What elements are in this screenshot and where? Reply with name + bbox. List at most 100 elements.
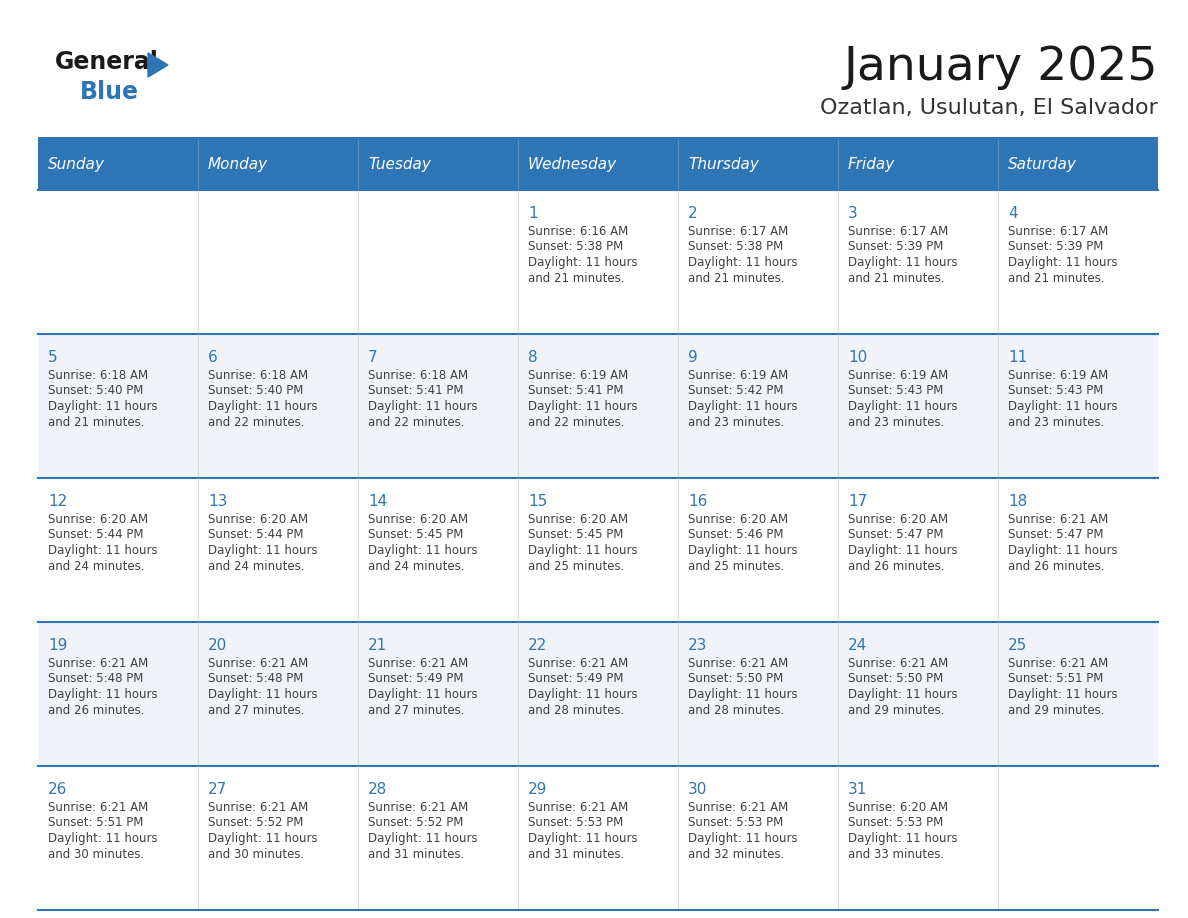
Text: 5: 5 [48,350,58,365]
Text: Daylight: 11 hours: Daylight: 11 hours [48,544,158,557]
Text: Sunrise: 6:21 AM: Sunrise: 6:21 AM [48,657,148,670]
Text: Sunset: 5:45 PM: Sunset: 5:45 PM [527,529,624,542]
Text: Saturday: Saturday [1007,158,1076,173]
Text: and 21 minutes.: and 21 minutes. [848,272,944,285]
Bar [38,622,1158,766]
Text: Sunrise: 6:21 AM: Sunrise: 6:21 AM [48,801,148,814]
Text: Sunrise: 6:20 AM: Sunrise: 6:20 AM [848,513,948,526]
Text: 6: 6 [208,350,217,365]
Text: Sunrise: 6:21 AM: Sunrise: 6:21 AM [1007,657,1108,670]
Text: and 29 minutes.: and 29 minutes. [1007,703,1105,717]
Text: 14: 14 [368,494,387,509]
Text: Sunrise: 6:20 AM: Sunrise: 6:20 AM [368,513,468,526]
Text: and 25 minutes.: and 25 minutes. [527,559,625,573]
Text: and 24 minutes.: and 24 minutes. [48,559,145,573]
Text: Sunrise: 6:21 AM: Sunrise: 6:21 AM [527,657,628,670]
Text: Sunset: 5:39 PM: Sunset: 5:39 PM [1007,241,1104,253]
Text: Daylight: 11 hours: Daylight: 11 hours [688,544,797,557]
Text: and 23 minutes.: and 23 minutes. [688,416,784,429]
Text: Daylight: 11 hours: Daylight: 11 hours [368,832,478,845]
Text: 20: 20 [208,638,227,653]
Text: Daylight: 11 hours: Daylight: 11 hours [688,688,797,701]
Text: Sunset: 5:41 PM: Sunset: 5:41 PM [527,385,624,397]
Text: and 23 minutes.: and 23 minutes. [848,416,944,429]
Text: Sunrise: 6:21 AM: Sunrise: 6:21 AM [1007,513,1108,526]
Text: Daylight: 11 hours: Daylight: 11 hours [368,400,478,413]
Bar [38,334,1158,478]
Text: Daylight: 11 hours: Daylight: 11 hours [527,256,638,269]
Text: and 31 minutes.: and 31 minutes. [368,847,465,860]
Text: Sunrise: 6:21 AM: Sunrise: 6:21 AM [527,801,628,814]
Text: Daylight: 11 hours: Daylight: 11 hours [848,688,958,701]
Text: Sunrise: 6:19 AM: Sunrise: 6:19 AM [527,369,628,382]
Text: Sunrise: 6:18 AM: Sunrise: 6:18 AM [48,369,148,382]
Text: Sunday: Sunday [48,158,105,173]
Text: Ozatlan, Usulutan, El Salvador: Ozatlan, Usulutan, El Salvador [820,98,1158,118]
Text: 8: 8 [527,350,538,365]
Text: and 21 minutes.: and 21 minutes. [48,416,145,429]
Text: 22: 22 [527,638,548,653]
Text: Sunrise: 6:19 AM: Sunrise: 6:19 AM [688,369,789,382]
Text: Sunset: 5:49 PM: Sunset: 5:49 PM [368,673,463,686]
Text: Daylight: 11 hours: Daylight: 11 hours [848,544,958,557]
Text: Sunrise: 6:18 AM: Sunrise: 6:18 AM [208,369,308,382]
Text: 10: 10 [848,350,867,365]
Text: Sunrise: 6:17 AM: Sunrise: 6:17 AM [688,225,789,238]
Text: Sunset: 5:50 PM: Sunset: 5:50 PM [688,673,783,686]
Text: 30: 30 [688,782,707,797]
Text: Daylight: 11 hours: Daylight: 11 hours [848,256,958,269]
Text: General: General [55,50,159,74]
Text: Sunset: 5:52 PM: Sunset: 5:52 PM [368,816,463,830]
Text: Sunrise: 6:20 AM: Sunrise: 6:20 AM [208,513,308,526]
Text: 23: 23 [688,638,707,653]
Text: Sunrise: 6:21 AM: Sunrise: 6:21 AM [688,801,789,814]
Text: Sunrise: 6:21 AM: Sunrise: 6:21 AM [848,657,948,670]
Text: Sunset: 5:46 PM: Sunset: 5:46 PM [688,529,784,542]
Text: Sunset: 5:42 PM: Sunset: 5:42 PM [688,385,784,397]
Text: and 24 minutes.: and 24 minutes. [368,559,465,573]
Text: Daylight: 11 hours: Daylight: 11 hours [48,688,158,701]
Text: Sunrise: 6:17 AM: Sunrise: 6:17 AM [1007,225,1108,238]
Text: Sunset: 5:47 PM: Sunset: 5:47 PM [848,529,943,542]
Text: Monday: Monday [208,158,268,173]
Text: 28: 28 [368,782,387,797]
Text: and 26 minutes.: and 26 minutes. [48,703,145,717]
Text: Sunrise: 6:17 AM: Sunrise: 6:17 AM [848,225,948,238]
Bar [38,766,1158,910]
Text: Daylight: 11 hours: Daylight: 11 hours [1007,400,1118,413]
Text: 21: 21 [368,638,387,653]
Text: 1: 1 [527,206,538,221]
Text: and 22 minutes.: and 22 minutes. [368,416,465,429]
Text: Thursday: Thursday [688,158,759,173]
Text: and 27 minutes.: and 27 minutes. [208,703,304,717]
Text: Sunset: 5:43 PM: Sunset: 5:43 PM [1007,385,1104,397]
Text: Daylight: 11 hours: Daylight: 11 hours [848,400,958,413]
Text: 29: 29 [527,782,548,797]
Text: Daylight: 11 hours: Daylight: 11 hours [848,832,958,845]
Text: Daylight: 11 hours: Daylight: 11 hours [208,688,317,701]
Text: 19: 19 [48,638,68,653]
Text: Sunset: 5:39 PM: Sunset: 5:39 PM [848,241,943,253]
Text: Sunrise: 6:16 AM: Sunrise: 6:16 AM [527,225,628,238]
Text: Daylight: 11 hours: Daylight: 11 hours [1007,256,1118,269]
Text: and 32 minutes.: and 32 minutes. [688,847,784,860]
Text: Sunrise: 6:21 AM: Sunrise: 6:21 AM [368,657,468,670]
Text: 27: 27 [208,782,227,797]
Text: 31: 31 [848,782,867,797]
Text: and 30 minutes.: and 30 minutes. [208,847,304,860]
Text: and 27 minutes.: and 27 minutes. [368,703,465,717]
Text: and 25 minutes.: and 25 minutes. [688,559,784,573]
Text: Sunset: 5:53 PM: Sunset: 5:53 PM [527,816,624,830]
Text: 16: 16 [688,494,707,509]
Text: Sunrise: 6:19 AM: Sunrise: 6:19 AM [1007,369,1108,382]
Text: and 21 minutes.: and 21 minutes. [1007,272,1105,285]
Text: Sunset: 5:51 PM: Sunset: 5:51 PM [48,816,144,830]
Text: 12: 12 [48,494,68,509]
Text: Sunset: 5:41 PM: Sunset: 5:41 PM [368,385,463,397]
Text: Daylight: 11 hours: Daylight: 11 hours [48,832,158,845]
Text: Daylight: 11 hours: Daylight: 11 hours [368,688,478,701]
Text: Sunset: 5:50 PM: Sunset: 5:50 PM [848,673,943,686]
Text: Sunset: 5:45 PM: Sunset: 5:45 PM [368,529,463,542]
Text: Sunset: 5:43 PM: Sunset: 5:43 PM [848,385,943,397]
Text: Sunrise: 6:20 AM: Sunrise: 6:20 AM [688,513,788,526]
